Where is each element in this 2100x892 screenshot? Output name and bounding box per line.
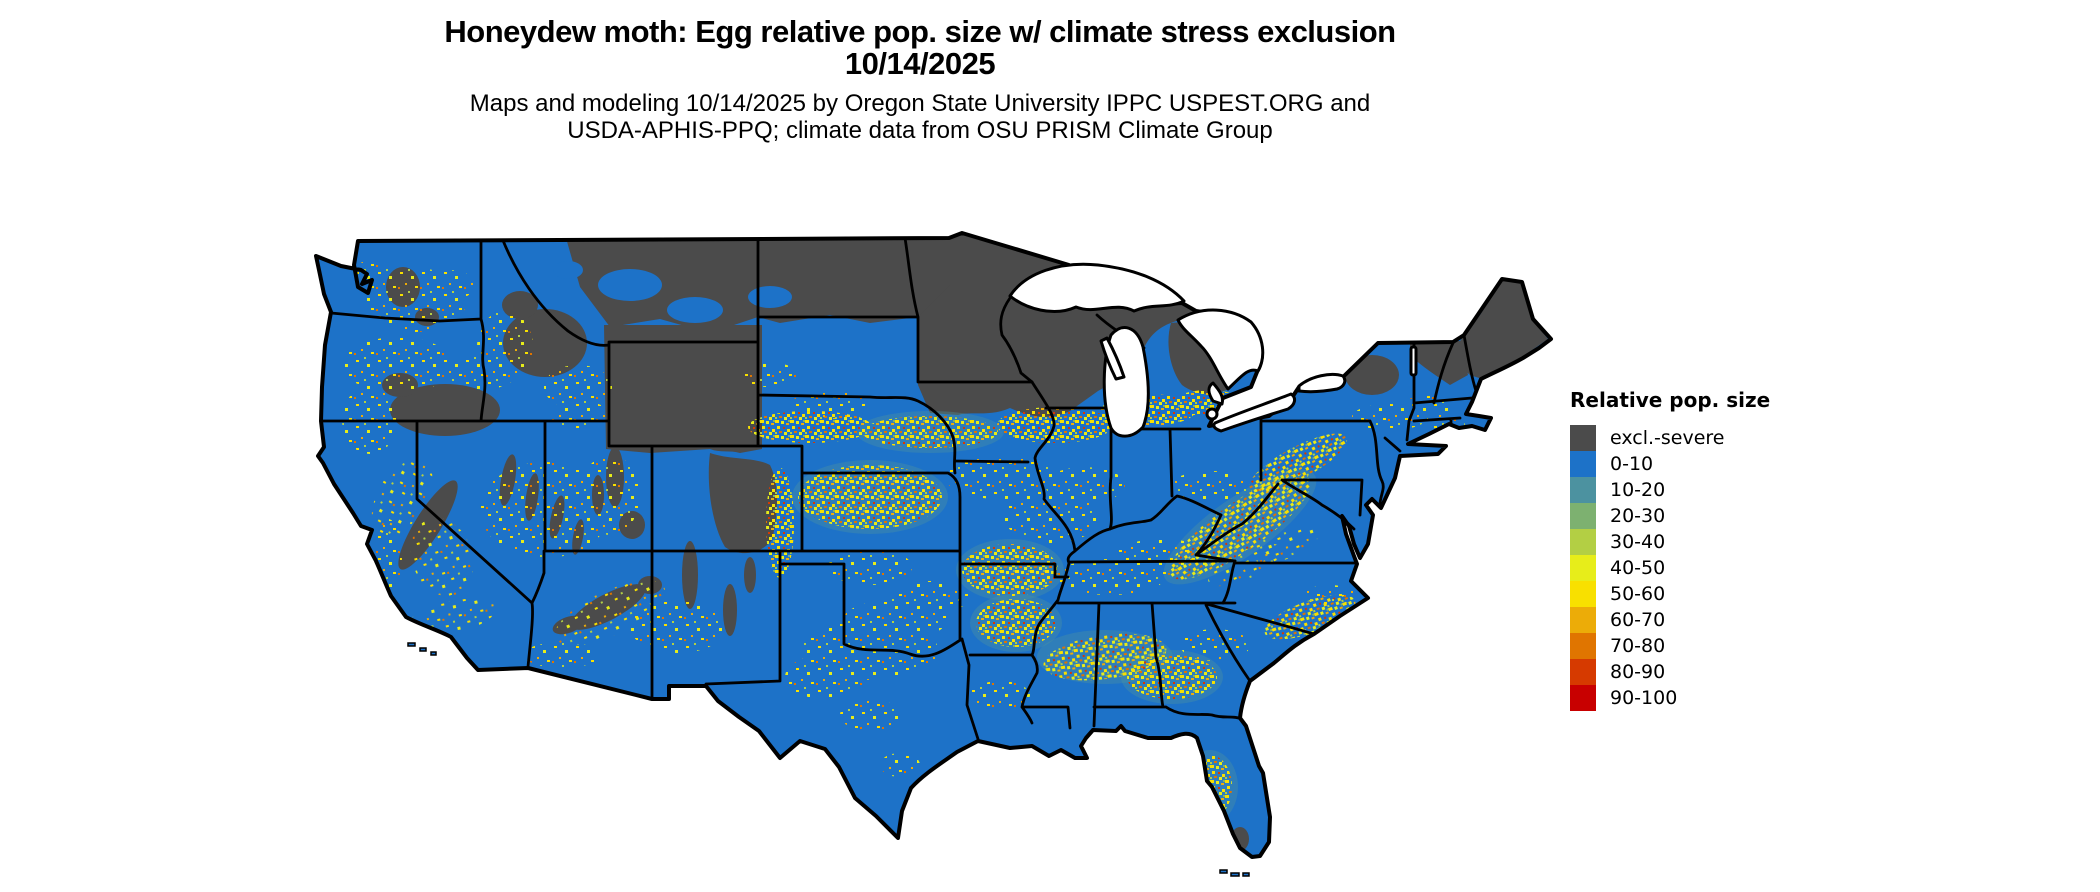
legend-item: 0-10: [1570, 451, 1770, 477]
legend-item: 80-90: [1570, 659, 1770, 685]
legend-swatch: [1570, 477, 1596, 503]
us-map-container: [310, 225, 1560, 880]
legend-swatch: [1570, 581, 1596, 607]
florida-keys: [1230, 872, 1240, 877]
legend-item-label: 90-100: [1610, 687, 1678, 709]
map-subtitle-line1: Maps and modeling 10/14/2025 by Oregon S…: [469, 90, 1371, 117]
legend-swatch: [1570, 555, 1596, 581]
legend-item: 70-80: [1570, 633, 1770, 659]
lake-st-clair: [1205, 407, 1219, 421]
lake-ontario: [1297, 372, 1347, 394]
map-title: Honeydew moth: Egg relative pop. size w/…: [295, 16, 1545, 80]
legend-item-label: excl.-severe: [1610, 427, 1725, 449]
lake-superior: [1008, 262, 1186, 313]
legend-swatch: [1570, 659, 1596, 685]
florida-keys: [1219, 869, 1228, 874]
legend-item: 30-40: [1570, 529, 1770, 555]
legend-item: 40-50: [1570, 555, 1770, 581]
saginaw-bay: [1207, 381, 1224, 406]
state-borders: [319, 236, 1478, 741]
map-subtitle: Maps and modeling 10/14/2025 by Oregon S…: [295, 90, 1545, 144]
map-title-line1: Honeydew moth: Egg relative pop. size w/…: [444, 14, 1396, 49]
map-subtitle-line2: USDA-APHIS-PPQ; climate data from OSU PR…: [567, 117, 1273, 144]
green-bay: [1099, 336, 1126, 381]
us-map: [314, 231, 1553, 877]
channel-islands: [430, 651, 437, 656]
legend-item-label: 20-30: [1610, 505, 1666, 527]
great-lakes: [1008, 262, 1418, 438]
legend-item: 90-100: [1570, 685, 1770, 711]
legend-swatch: [1570, 503, 1596, 529]
legend-item: 50-60: [1570, 581, 1770, 607]
legend-item-label: 40-50: [1610, 557, 1666, 579]
legend-item: 20-30: [1570, 503, 1770, 529]
legend-swatch: [1570, 451, 1596, 477]
lake-champlain: [1409, 345, 1418, 377]
legend-swatch: [1570, 425, 1596, 451]
legend-swatch: [1570, 633, 1596, 659]
legend-item: excl.-severe: [1570, 425, 1770, 451]
channel-islands: [419, 647, 427, 652]
lake-erie: [1212, 392, 1297, 433]
legend-item-label: 80-90: [1610, 661, 1666, 683]
legend-item: 60-70: [1570, 607, 1770, 633]
legend-swatch: [1570, 607, 1596, 633]
legend-item-label: 50-60: [1610, 583, 1666, 605]
legend-title: Relative pop. size: [1570, 388, 1771, 412]
legend-item-label: 0-10: [1610, 453, 1654, 475]
florida-keys: [1242, 872, 1250, 877]
offshore-islands: [407, 642, 1250, 877]
lake-huron: [1176, 308, 1265, 391]
legend-swatch: [1570, 529, 1596, 555]
map-legend: Relative pop. size excl.-severe 0-10 10-…: [1570, 388, 1770, 711]
legend-item-label: 10-20: [1610, 479, 1666, 501]
legend-swatch: [1570, 685, 1596, 711]
legend-item-label: 30-40: [1610, 531, 1666, 553]
map-title-date: 10/14/2025: [844, 46, 996, 81]
legend-item-label: 60-70: [1610, 609, 1666, 631]
legend-item-label: 70-80: [1610, 635, 1666, 657]
legend-item: 10-20: [1570, 477, 1770, 503]
channel-islands: [407, 642, 416, 647]
